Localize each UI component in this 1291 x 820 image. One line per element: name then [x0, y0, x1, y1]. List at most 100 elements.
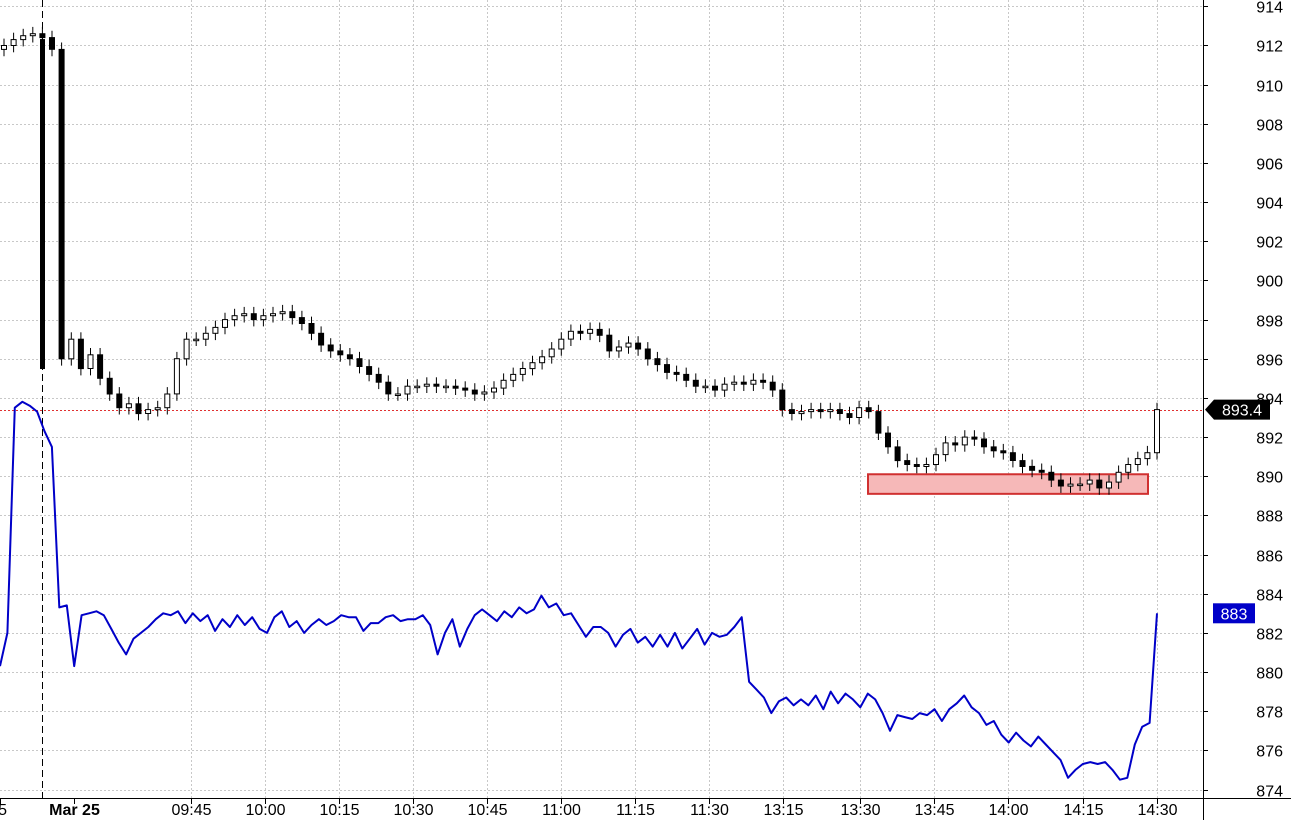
x-tick-label: 10:15: [319, 802, 359, 819]
annotations: [0, 410, 1203, 495]
x-tick-label: 11:00: [542, 802, 581, 819]
gap-candle-body: [40, 39, 45, 370]
candle-body: [865, 407, 872, 413]
candle-body: [423, 383, 430, 387]
candlestick: [1038, 463, 1045, 480]
candlestick: [952, 436, 959, 452]
candlestick: [452, 379, 459, 395]
candle-body: [356, 358, 363, 368]
candle-body: [779, 389, 786, 411]
candlestick: [1048, 465, 1055, 487]
candlestick: [587, 322, 594, 341]
candle-body: [1048, 471, 1055, 481]
y-tick-label: 910: [1256, 79, 1283, 96]
candlestick: [279, 304, 286, 321]
candlestick: [519, 361, 526, 382]
candle-body: [827, 409, 834, 413]
candlestick: [366, 359, 373, 382]
candlestick: [856, 400, 863, 425]
candlestick: [596, 322, 603, 343]
candle-body: [1000, 450, 1007, 454]
y-tick-label: 902: [1256, 235, 1283, 252]
candlestick: [49, 30, 55, 57]
line-last-value-tag: [1213, 603, 1255, 624]
candlestick: [731, 375, 738, 391]
candlestick: [327, 338, 334, 358]
x-tick-label: 11:30: [690, 802, 729, 819]
candle-body: [1144, 452, 1151, 460]
candlestick: [250, 306, 257, 327]
candle-body: [606, 334, 613, 352]
candle-body: [222, 319, 228, 328]
candle-body: [961, 436, 968, 446]
candlestick: [827, 402, 834, 419]
candlestick: [356, 351, 363, 374]
candle-body: [346, 354, 353, 360]
candle-body: [798, 411, 805, 415]
candlestick: [625, 336, 632, 354]
candlestick: [894, 440, 901, 468]
candle-body: [1029, 465, 1036, 471]
candlestick: [135, 396, 142, 421]
candlestick: [913, 457, 920, 474]
candle-body: [817, 409, 824, 413]
candle-body: [1134, 458, 1141, 466]
x-tick-label: 11:15: [616, 802, 655, 819]
candle-body: [635, 342, 642, 350]
candlestick: [942, 436, 949, 462]
candle-body: [270, 313, 276, 317]
x-tick-label: 09:45: [171, 802, 211, 819]
y-tick-label: 876: [1256, 744, 1283, 761]
candlestick: [318, 326, 325, 352]
candlestick: [817, 402, 824, 419]
candlestick: [164, 387, 171, 415]
candlestick: [1086, 473, 1093, 491]
candle-body: [1057, 479, 1064, 487]
candle-body: [808, 409, 815, 413]
candle-body: [183, 338, 190, 360]
candlestick: [510, 367, 517, 388]
line-series-path: [0, 400, 1158, 781]
candlestick: [241, 306, 248, 323]
candlestick: [260, 308, 267, 327]
candlestick: [1067, 477, 1074, 493]
y-tick-label: 896: [1256, 353, 1283, 370]
candle-body: [29, 33, 36, 37]
y-tick-label: 900: [1256, 274, 1283, 291]
candlestick: [471, 383, 478, 401]
candlestick: [385, 375, 392, 401]
candle-body: [173, 358, 180, 395]
candlestick: [635, 336, 642, 356]
candle-body: [615, 346, 622, 352]
candle-body: [885, 432, 891, 448]
candle-body: [10, 39, 17, 46]
candlestick: [548, 342, 555, 364]
last-price-text: 893.4: [1222, 403, 1262, 420]
candlestick: [567, 324, 574, 346]
y-tick-label: 914: [1256, 0, 1283, 17]
candle-body: [433, 383, 440, 387]
candle-body: [414, 385, 421, 389]
candle-body: [740, 381, 747, 385]
candle-body: [250, 313, 257, 321]
candle-body: [1086, 479, 1093, 485]
candlestick: [202, 326, 209, 346]
candle-body: [683, 373, 690, 381]
candlestick: [808, 402, 815, 419]
candle-body: [1125, 464, 1132, 473]
y-tick-label: 890: [1256, 470, 1283, 487]
candle-body: [481, 391, 488, 395]
x-tick-label: 10:30: [393, 802, 433, 819]
candle-body: [20, 35, 27, 41]
candlestick: [1125, 457, 1132, 480]
candle-body: [212, 326, 219, 334]
candle-body: [971, 436, 978, 440]
candlestick: [606, 328, 613, 358]
candlestick: [539, 349, 546, 370]
candle-body: [279, 311, 286, 315]
y-tick-label: 878: [1256, 705, 1283, 722]
candle-body: [894, 446, 901, 462]
line-series: [0, 400, 1158, 781]
candlestick: [846, 406, 853, 425]
candlestick: [308, 316, 315, 341]
